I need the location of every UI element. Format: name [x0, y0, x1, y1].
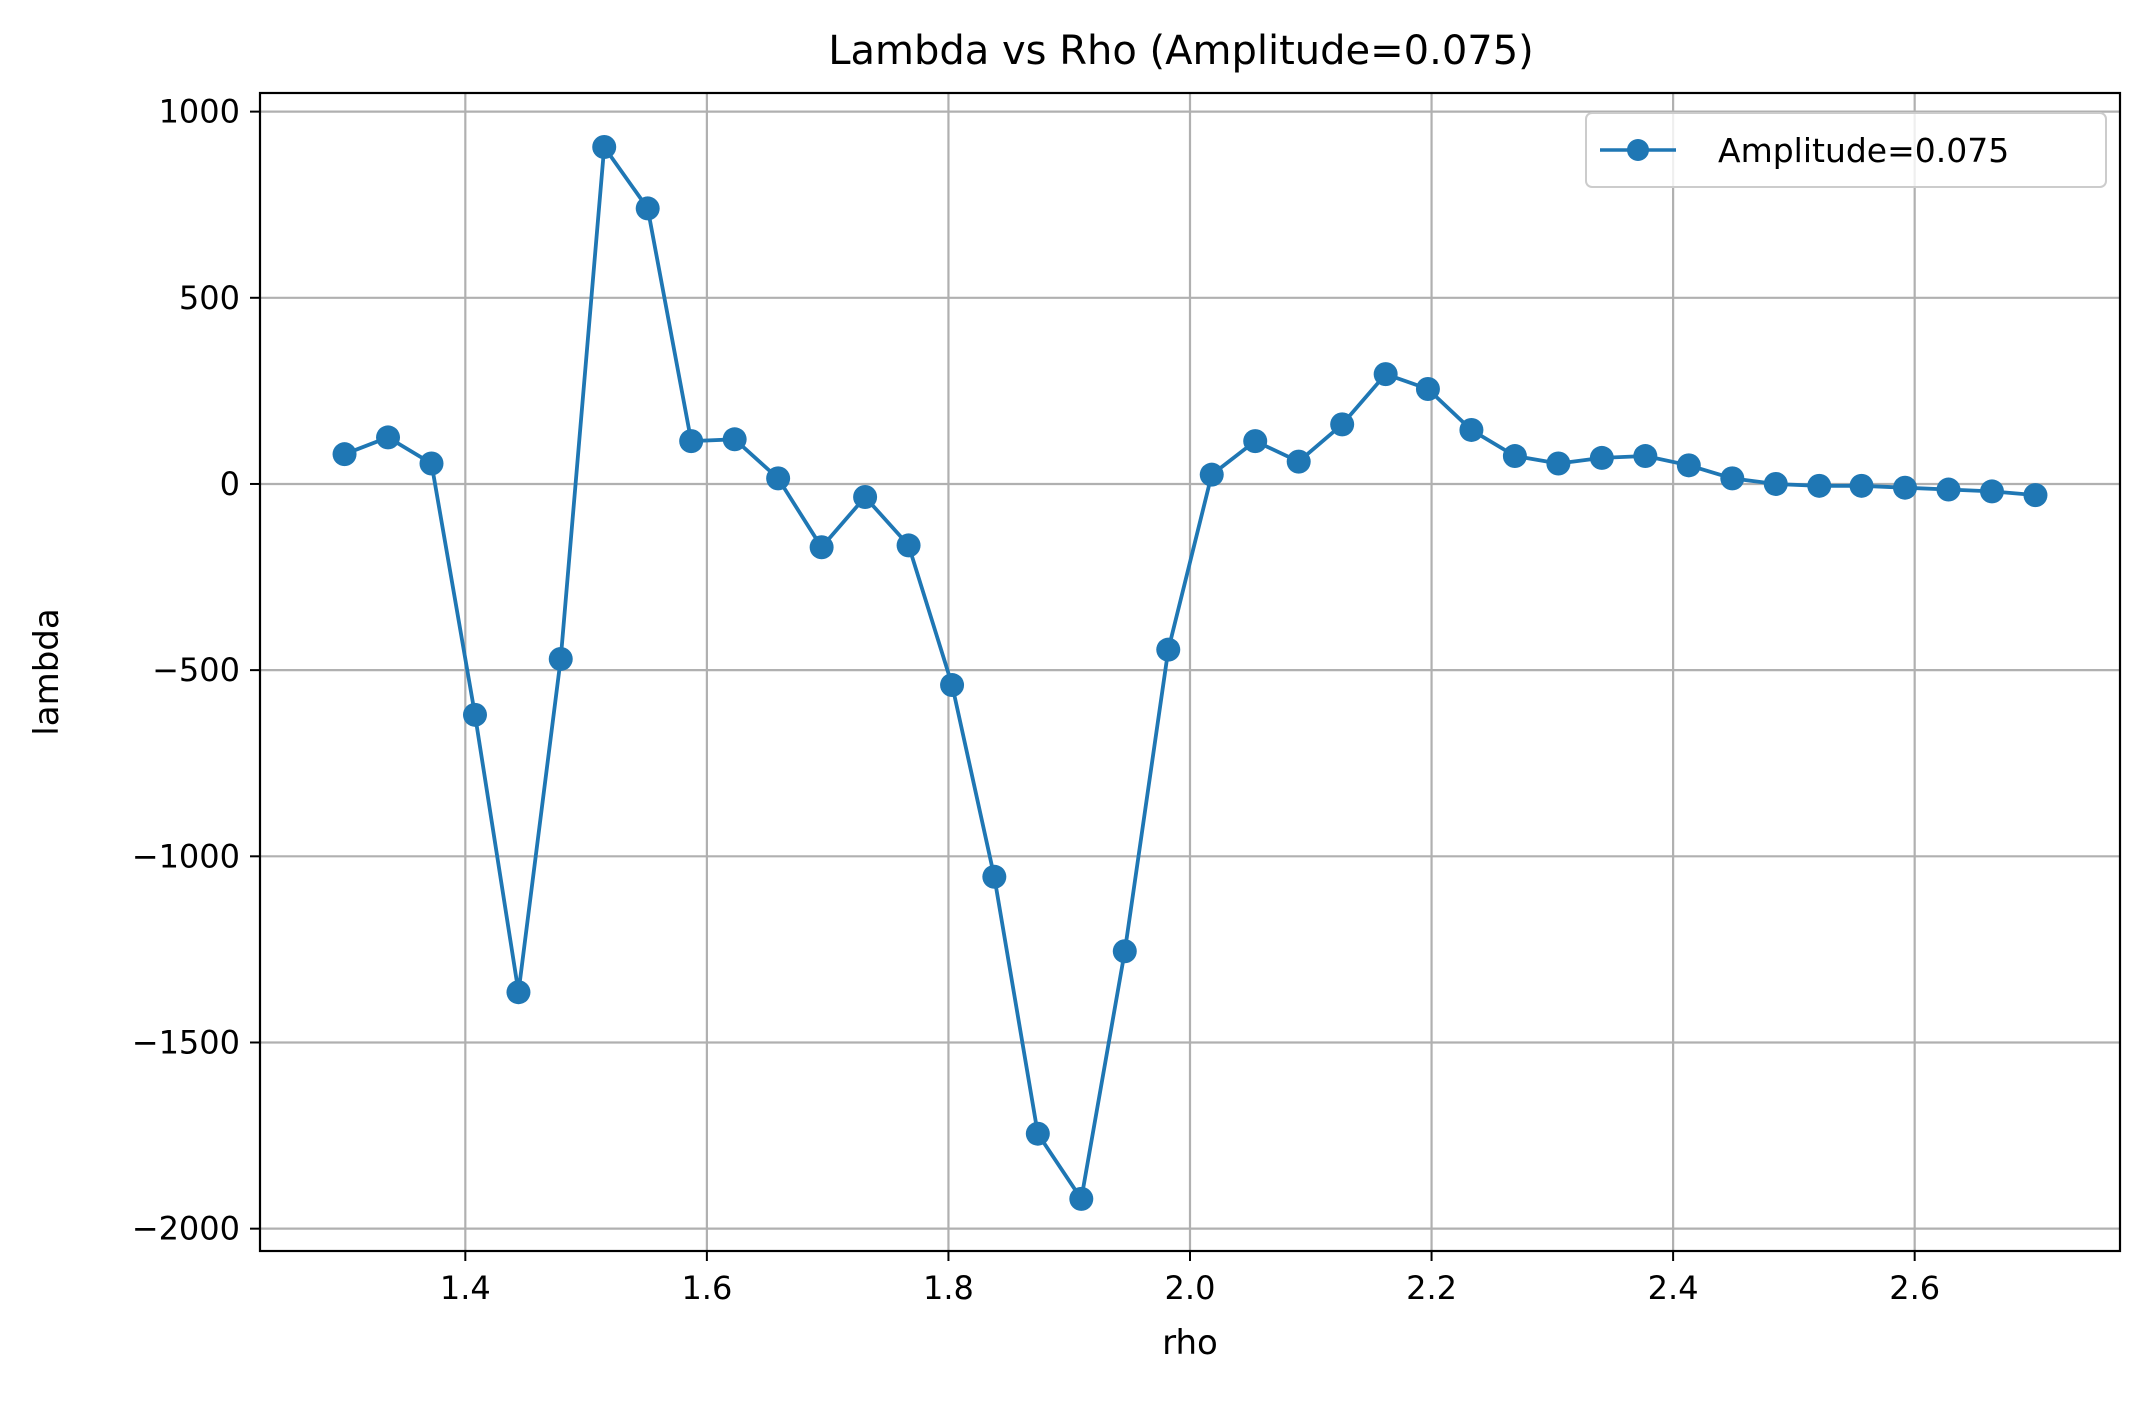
legend-marker — [1627, 139, 1649, 161]
data-point — [1936, 477, 1961, 502]
data-point — [722, 427, 747, 452]
data-point — [1676, 453, 1701, 478]
data-point — [1373, 362, 1398, 387]
data-point — [679, 429, 704, 454]
data-point — [1415, 377, 1440, 402]
data-point — [2023, 483, 2048, 508]
ticks: 1.4 1.6 1.8 2.0 2.2 2.4 2.6 1000 500 0 −500 −1000 −1… — [132, 93, 1940, 1307]
x-tick-label: 2.6 — [1889, 1269, 1940, 1307]
y-tick-label: 1000 — [159, 93, 240, 131]
data-point — [1112, 939, 1137, 964]
legend-label: Amplitude=0.075 — [1718, 131, 2009, 170]
x-axis-label: rho — [1162, 1323, 1218, 1363]
data-point — [1502, 444, 1527, 469]
data-point — [1459, 417, 1484, 442]
legend: Amplitude=0.075 — [1585, 112, 2107, 188]
x-tick-label: 1.6 — [681, 1269, 732, 1307]
legend-box — [1585, 112, 2107, 188]
data-point — [1849, 473, 1874, 498]
x-tick-label: 1.8 — [923, 1269, 974, 1307]
data-point — [1720, 466, 1745, 491]
data-point — [853, 484, 878, 509]
y-tick-label: −1000 — [132, 837, 240, 875]
chart-title: Lambda vs Rho (Amplitude=0.075) — [828, 28, 1534, 74]
data-point — [1589, 445, 1614, 470]
series-layer — [332, 134, 2048, 1211]
data-point — [1893, 475, 1918, 500]
data-point — [1199, 462, 1224, 487]
y-axis-label: lambda — [27, 608, 67, 735]
data-point — [1330, 412, 1355, 437]
data-point — [896, 533, 921, 558]
y-tick-label: 0 — [220, 465, 240, 503]
data-point — [766, 466, 791, 491]
x-tick-label: 1.4 — [440, 1269, 491, 1307]
data-point — [1025, 1121, 1050, 1146]
series-line — [343, 145, 2036, 1201]
data-point — [809, 535, 834, 560]
data-point — [462, 702, 487, 727]
x-tick-label: 2.2 — [1406, 1269, 1457, 1307]
data-point — [1156, 637, 1181, 662]
y-tick-label: −500 — [152, 651, 240, 689]
data-point — [940, 673, 965, 698]
data-point — [1546, 451, 1571, 476]
data-point — [1069, 1186, 1094, 1211]
data-point — [1807, 473, 1832, 498]
data-point — [332, 442, 357, 467]
data-point — [419, 451, 444, 476]
data-point — [376, 425, 401, 450]
data-point — [506, 980, 531, 1005]
grid — [260, 93, 2120, 1251]
x-tick-label: 2.0 — [1165, 1269, 1216, 1307]
data-point — [635, 196, 660, 221]
y-tick-label: 500 — [179, 279, 240, 317]
data-point — [548, 646, 573, 671]
y-tick-label: −2000 — [132, 1210, 240, 1248]
x-tick-label: 2.4 — [1648, 1269, 1699, 1307]
y-tick-label: −1500 — [132, 1023, 240, 1061]
data-point — [1979, 479, 2004, 504]
data-point — [1286, 449, 1311, 474]
data-point — [1243, 429, 1268, 454]
data-point — [1633, 444, 1658, 469]
data-point — [982, 864, 1007, 889]
data-point — [1763, 471, 1788, 496]
data-point — [592, 134, 617, 159]
